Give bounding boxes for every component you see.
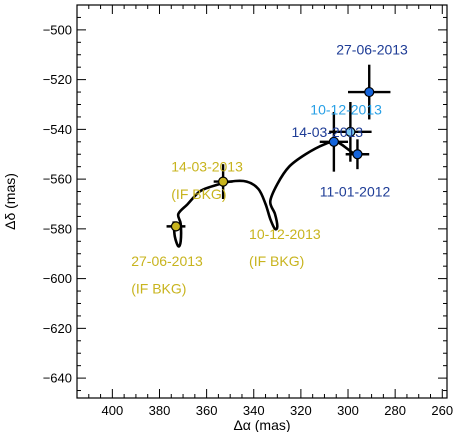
- y-tick-label: −520: [43, 72, 72, 87]
- target-point: [345, 126, 356, 137]
- axes: 400 380 360 340 320 300 280 260 −640 −620 −600 −580…: [43, 4, 453, 418]
- x-tick-label: 300: [337, 403, 359, 418]
- y-tick-label: −600: [43, 271, 72, 286]
- annotation-label: 10-12-2013: [310, 101, 382, 117]
- x-tick-label: 340: [243, 403, 265, 418]
- y-tick-label: −500: [43, 22, 72, 37]
- x-tick-label: 380: [149, 403, 171, 418]
- y-tick-label: −620: [43, 321, 72, 336]
- background-point: [170, 221, 182, 232]
- annotation-label: 27-06-2013: [336, 42, 408, 58]
- annotations: 27-06-2013 10-12-2013 14-03-2013 11-01-2012…: [131, 42, 408, 297]
- x-axis-label: Δα (mas): [233, 417, 290, 432]
- y-tick-label: −540: [43, 122, 72, 137]
- y-tick-label: −640: [43, 371, 72, 386]
- x-tick-label: 280: [384, 403, 406, 418]
- annotation-label: 14-03-2013: [291, 124, 363, 140]
- x-tick-label: 400: [101, 403, 123, 418]
- axis-labels: Δα (mas) Δδ (mas): [2, 173, 291, 432]
- annotation-label: 27-06-2013: [131, 253, 203, 269]
- orbit-track-line: [172, 140, 359, 248]
- y-tick-label: −580: [43, 221, 72, 236]
- annotation-label: 10-12-2013: [249, 226, 321, 242]
- annotation-label: (IF BKG): [171, 186, 226, 202]
- plot-frame: [76, 4, 448, 399]
- x-tick-label: 360: [196, 403, 218, 418]
- annotation-label: 14-03-2013: [171, 159, 243, 175]
- data-points: [170, 86, 375, 232]
- target-point: [364, 86, 375, 98]
- target-point: [352, 149, 363, 160]
- background-point: [218, 176, 229, 187]
- error-bars: [166, 64, 391, 232]
- x-tick-label: 260: [431, 403, 453, 418]
- target-point: [328, 136, 339, 147]
- y-tick-label: −560: [43, 172, 72, 187]
- annotation-label: (IF BKG): [249, 253, 304, 269]
- annotation-label: 11-01-2012: [320, 184, 391, 200]
- annotation-label: (IF BKG): [131, 281, 186, 297]
- y-axis-label: Δδ (mas): [2, 173, 18, 230]
- orbit-track: [172, 140, 359, 248]
- x-tick-label: 320: [290, 403, 312, 418]
